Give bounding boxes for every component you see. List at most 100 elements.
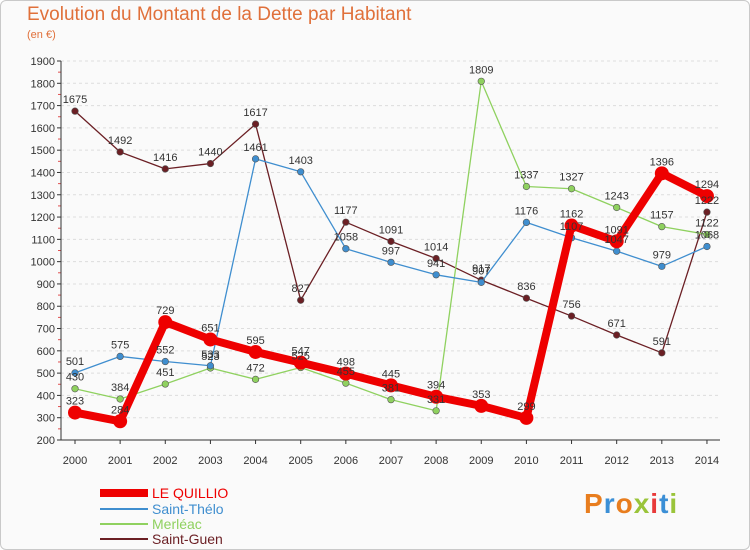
data-label-saint-guen: 1440 — [198, 147, 222, 159]
data-point-merleac — [342, 379, 350, 387]
data-label-merleac: 384 — [111, 382, 129, 394]
data-point-merleac — [116, 395, 124, 403]
y-tick-label: 1300 — [31, 190, 55, 202]
y-tick-label: 1100 — [31, 234, 55, 246]
logo-letter: r — [603, 488, 616, 519]
data-label-saint-thelo: 997 — [382, 245, 400, 257]
data-point-merleac — [71, 385, 79, 393]
x-tick-label: 2006 — [334, 455, 358, 467]
data-label-saint-thelo: 1461 — [243, 142, 267, 154]
data-label-merleac: 455 — [337, 366, 355, 378]
y-tick-label: 800 — [37, 301, 55, 313]
data-label-merleac: 1337 — [514, 170, 538, 182]
data-point-saint-thelo — [477, 278, 485, 286]
data-point-le-quillio — [383, 378, 398, 393]
data-point-saint-guen — [613, 331, 621, 339]
y-tick-label: 1900 — [31, 56, 55, 68]
data-label-saint-guen: 1177 — [334, 205, 358, 217]
data-point-le-quillio — [519, 410, 534, 425]
data-point-saint-guen — [567, 312, 576, 320]
x-tick-label: 2010 — [514, 455, 538, 467]
data-label-le-quillio: 498 — [337, 357, 355, 369]
data-label-saint-guen: 1617 — [243, 107, 267, 119]
y-tick-label: 900 — [37, 279, 55, 291]
data-point-saint-thelo — [161, 357, 169, 366]
data-label-merleac: 1327 — [559, 172, 583, 184]
data-label-le-quillio: 299 — [517, 401, 535, 413]
data-point-saint-thelo — [522, 218, 531, 227]
y-tick-label: 400 — [37, 390, 55, 402]
data-label-saint-thelo: 552 — [156, 345, 174, 357]
y-tick-label: 1800 — [31, 78, 55, 90]
data-point-saint-guen — [206, 159, 215, 168]
data-point-saint-thelo — [297, 168, 305, 176]
data-label-saint-guen: 1091 — [379, 224, 403, 236]
data-point-le-quillio — [609, 234, 624, 249]
data-label-saint-guen: 1222 — [695, 195, 719, 207]
data-point-saint-thelo — [658, 262, 666, 270]
logo-letter: t — [659, 488, 670, 519]
data-label-merleac: 331 — [427, 394, 445, 406]
data-label-saint-thelo: 1047 — [604, 234, 628, 246]
data-label-merleac: 451 — [156, 367, 174, 379]
data-label-saint-guen: 827 — [292, 283, 310, 295]
legend-label-saint-guen: Saint-Guen — [152, 531, 223, 547]
x-tick-label: 2008 — [424, 455, 448, 467]
data-label-saint-thelo: 979 — [653, 249, 671, 261]
legend-label-saint-thelo: Saint-Thélo — [152, 501, 224, 517]
data-point-le-quillio — [564, 218, 579, 233]
data-label-le-quillio: 1294 — [695, 179, 719, 191]
logo-letter: x — [633, 488, 651, 519]
data-label-le-quillio: 651 — [201, 322, 219, 334]
data-point-saint-guen — [432, 254, 440, 263]
data-label-saint-guen: 1492 — [108, 135, 132, 147]
data-point-saint-thelo — [71, 369, 79, 377]
y-tick-label: 1600 — [31, 123, 55, 135]
data-label-merleac: 1122 — [695, 217, 719, 229]
y-tick-label: 1700 — [31, 101, 55, 113]
data-point-le-quillio — [203, 332, 218, 347]
data-label-saint-thelo: 533 — [201, 349, 219, 361]
data-label-saint-thelo: 1107 — [560, 221, 584, 233]
data-label-merleac: 430 — [66, 372, 84, 384]
data-label-saint-guen: 1416 — [153, 152, 177, 164]
data-label-le-quillio: 323 — [66, 396, 84, 408]
data-point-merleac — [387, 396, 395, 404]
x-tick-label: 2001 — [108, 455, 132, 467]
proxiti-logo: Proxiti — [584, 488, 678, 520]
data-point-saint-guen — [342, 218, 350, 226]
data-label-saint-guen: 756 — [562, 299, 580, 311]
x-tick-label: 2014 — [695, 455, 719, 467]
data-label-saint-thelo: 941 — [427, 258, 445, 270]
data-point-saint-guen — [658, 349, 666, 357]
data-label-le-quillio: 547 — [292, 346, 310, 358]
data-point-le-quillio — [338, 366, 353, 381]
data-label-saint-guen: 591 — [653, 336, 671, 348]
data-label-merleac: 472 — [246, 362, 264, 374]
data-label-saint-thelo: 1068 — [695, 229, 719, 241]
y-tick-label: 600 — [37, 346, 55, 358]
legend-swatch-saint-thelo — [100, 508, 148, 510]
data-point-merleac — [432, 407, 440, 415]
data-label-merleac: 523 — [201, 351, 219, 363]
data-label-saint-thelo: 1176 — [515, 205, 539, 217]
x-tick-label: 2003 — [198, 455, 222, 467]
data-label-saint-thelo: 575 — [111, 339, 129, 351]
y-tick-label: 300 — [37, 413, 55, 425]
data-point-merleac — [658, 223, 666, 231]
x-tick-label: 2011 — [560, 455, 584, 467]
legend-swatch-le-quillio — [100, 489, 148, 497]
data-point-saint-thelo — [251, 155, 260, 163]
y-tick-label: 1500 — [31, 145, 55, 157]
data-point-le-quillio — [474, 398, 489, 413]
data-point-saint-thelo — [116, 352, 124, 360]
data-point-le-quillio — [293, 355, 308, 370]
legend-label-le-quillio: LE QUILLIO — [152, 485, 229, 501]
data-point-le-quillio — [158, 315, 173, 330]
y-tick-label: 700 — [37, 324, 55, 336]
data-label-saint-guen: 917 — [472, 263, 490, 275]
x-tick-label: 2005 — [288, 455, 312, 467]
data-point-le-quillio — [429, 389, 444, 404]
